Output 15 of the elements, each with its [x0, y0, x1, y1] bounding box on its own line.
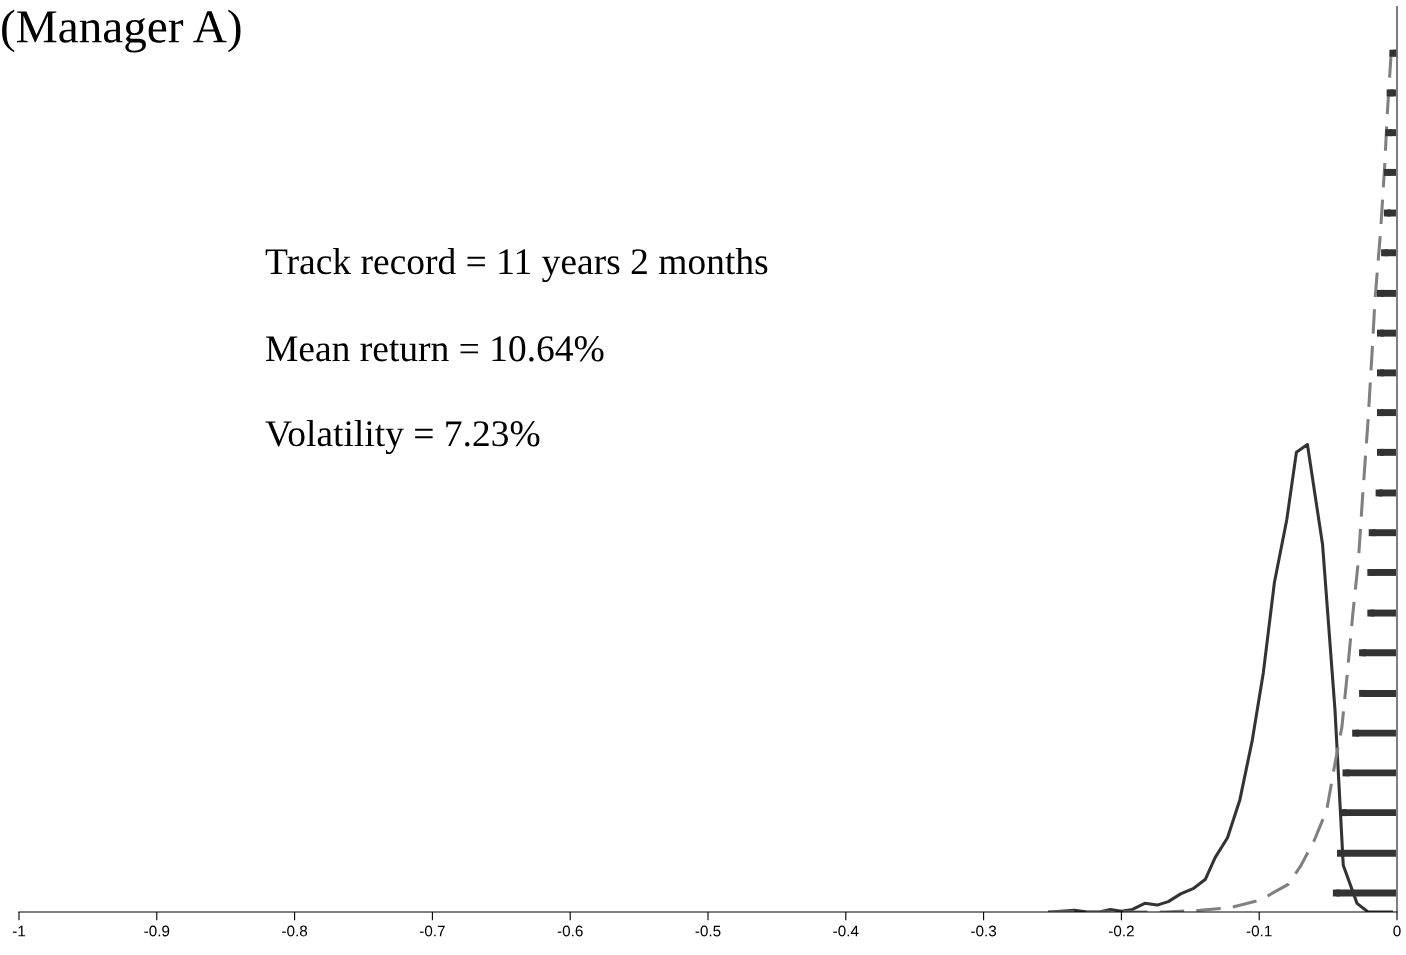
x-tick-label: -0.1	[1246, 925, 1272, 937]
annotation: Volatility = 7.23%	[265, 419, 540, 455]
annotation: Track record = 11 years 2 months	[265, 247, 768, 283]
x-tick-label: -0.3	[971, 925, 997, 937]
annotation: Mean return = 10.64%	[266, 336, 604, 362]
x-tick-label: -1	[12, 925, 26, 937]
x-tick-label: -0.5	[695, 925, 721, 937]
chart-title: (Manager A)	[2, 9, 241, 53]
x-tick-label: 0	[1393, 925, 1401, 937]
x-tick-label: -0.9	[144, 925, 170, 937]
x-tick-label: -0.7	[419, 925, 445, 937]
x-tick-label: -0.4	[833, 925, 859, 937]
x-tick-label: -0.8	[282, 925, 308, 937]
x-tick-label: -0.6	[557, 925, 583, 937]
x-tick-label: -0.2	[1108, 925, 1134, 937]
